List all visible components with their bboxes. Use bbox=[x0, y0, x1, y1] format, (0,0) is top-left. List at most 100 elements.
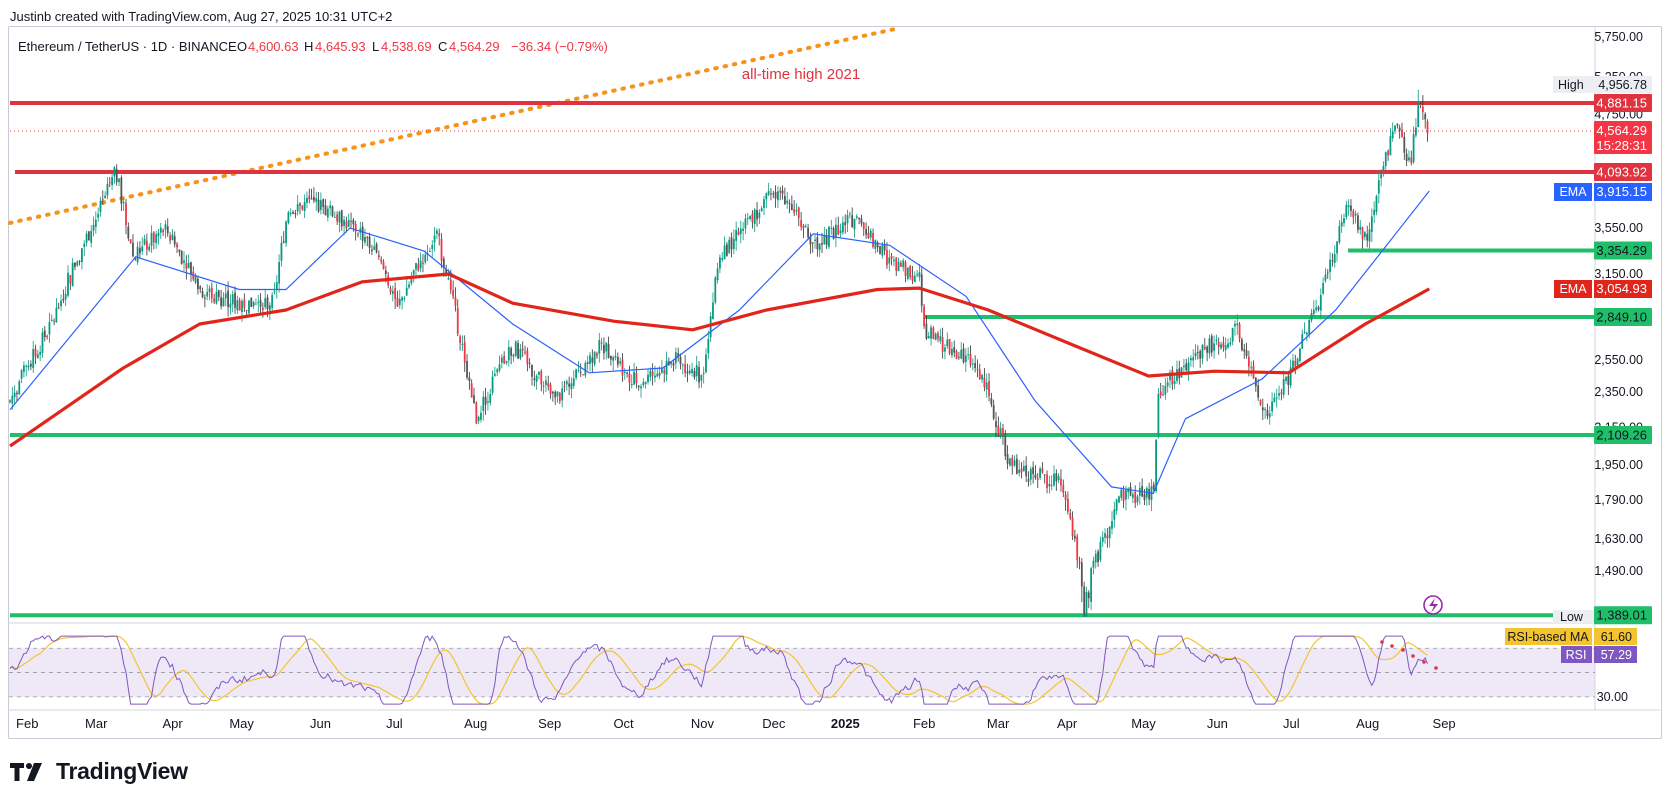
candle-body bbox=[435, 230, 438, 234]
candle-body bbox=[1257, 385, 1260, 398]
badge-last-price-bg bbox=[1594, 121, 1652, 154]
candle bbox=[20, 368, 23, 384]
candle bbox=[310, 188, 313, 200]
candle bbox=[417, 257, 420, 272]
candle bbox=[222, 292, 225, 307]
candle-body bbox=[551, 391, 554, 394]
candle bbox=[1324, 268, 1327, 283]
candle bbox=[988, 373, 990, 402]
legend-change: −36.34 (−0.79%) bbox=[511, 39, 608, 54]
candle-body bbox=[1196, 351, 1199, 353]
candle-body bbox=[1048, 483, 1051, 487]
candle-body bbox=[1069, 512, 1072, 518]
candle bbox=[978, 363, 981, 380]
candle bbox=[32, 340, 35, 373]
candle bbox=[382, 259, 385, 270]
candle bbox=[243, 293, 246, 312]
candle-body bbox=[106, 183, 109, 196]
candle-body bbox=[626, 372, 629, 374]
candle-body bbox=[609, 355, 612, 360]
candle bbox=[461, 335, 464, 352]
candle bbox=[27, 359, 30, 371]
candle-body bbox=[331, 206, 334, 217]
legend-h-label: H bbox=[304, 39, 313, 54]
candle-body bbox=[83, 243, 86, 247]
candle-body bbox=[1036, 478, 1039, 480]
candle-body bbox=[739, 228, 742, 235]
candle-body bbox=[412, 270, 415, 275]
candle bbox=[468, 371, 471, 390]
candle-body bbox=[125, 202, 127, 226]
candle bbox=[150, 225, 153, 253]
divergence-dot bbox=[1411, 654, 1415, 658]
candle-body bbox=[338, 211, 341, 223]
y-axis-label: 1,490.00 bbox=[1594, 564, 1643, 578]
candle bbox=[62, 289, 65, 304]
candle bbox=[129, 239, 132, 244]
candle bbox=[686, 363, 689, 383]
candle-body bbox=[1278, 393, 1280, 396]
candle-body bbox=[642, 382, 645, 386]
candle-body bbox=[679, 356, 682, 365]
candle-body bbox=[1259, 400, 1262, 405]
candle-body bbox=[162, 229, 165, 233]
candle-body bbox=[1157, 393, 1160, 438]
candle-body bbox=[282, 241, 285, 243]
candle bbox=[466, 354, 468, 380]
candle bbox=[807, 223, 809, 240]
candle-body bbox=[909, 266, 912, 277]
candle-body bbox=[143, 238, 146, 245]
candle-body bbox=[1152, 484, 1155, 490]
candle bbox=[848, 211, 851, 219]
candle bbox=[758, 209, 761, 225]
candle bbox=[779, 186, 782, 201]
candle-body bbox=[568, 383, 571, 387]
candle bbox=[1213, 335, 1215, 359]
candle-body bbox=[1375, 196, 1378, 213]
candle bbox=[1377, 171, 1380, 204]
candle-body bbox=[837, 225, 840, 235]
candle bbox=[162, 228, 165, 236]
candle-body bbox=[1389, 136, 1392, 156]
candle bbox=[951, 342, 953, 359]
candle-body bbox=[1043, 474, 1046, 476]
candle bbox=[995, 412, 997, 438]
candle-body bbox=[422, 262, 424, 264]
candle bbox=[431, 240, 434, 258]
candle bbox=[1155, 439, 1157, 494]
candle bbox=[1122, 485, 1125, 509]
x-axis-label: Apr bbox=[163, 716, 184, 731]
candle bbox=[999, 421, 1002, 439]
candle bbox=[551, 390, 554, 402]
candle-body bbox=[895, 257, 898, 271]
candle-body bbox=[723, 245, 726, 259]
candle bbox=[948, 338, 951, 356]
candle bbox=[1333, 245, 1336, 268]
candle bbox=[846, 209, 849, 233]
candle-body bbox=[340, 210, 343, 227]
candle bbox=[1345, 200, 1348, 220]
candle-body bbox=[442, 258, 445, 268]
candle-body bbox=[828, 226, 830, 247]
candle bbox=[234, 286, 236, 314]
candle-body bbox=[992, 405, 995, 419]
candle bbox=[1050, 475, 1053, 491]
candle bbox=[672, 359, 675, 372]
candle-body bbox=[271, 295, 274, 309]
candle bbox=[354, 220, 357, 241]
badge-2849: 2,849.10 bbox=[1594, 307, 1652, 326]
candle-body bbox=[893, 259, 895, 262]
tradingview-logo[interactable]: TradingView bbox=[10, 758, 188, 785]
candle bbox=[772, 190, 775, 199]
badge-rsi-ma: RSI-based MA 61.60 bbox=[1505, 628, 1637, 645]
candle bbox=[391, 285, 394, 302]
candle bbox=[1220, 341, 1222, 350]
candle bbox=[185, 255, 188, 280]
candle bbox=[118, 178, 120, 187]
candle-body bbox=[654, 375, 656, 378]
badge-2109-bg bbox=[1594, 425, 1652, 444]
candle-body bbox=[619, 361, 622, 364]
candle bbox=[319, 192, 322, 215]
candle bbox=[732, 229, 735, 255]
